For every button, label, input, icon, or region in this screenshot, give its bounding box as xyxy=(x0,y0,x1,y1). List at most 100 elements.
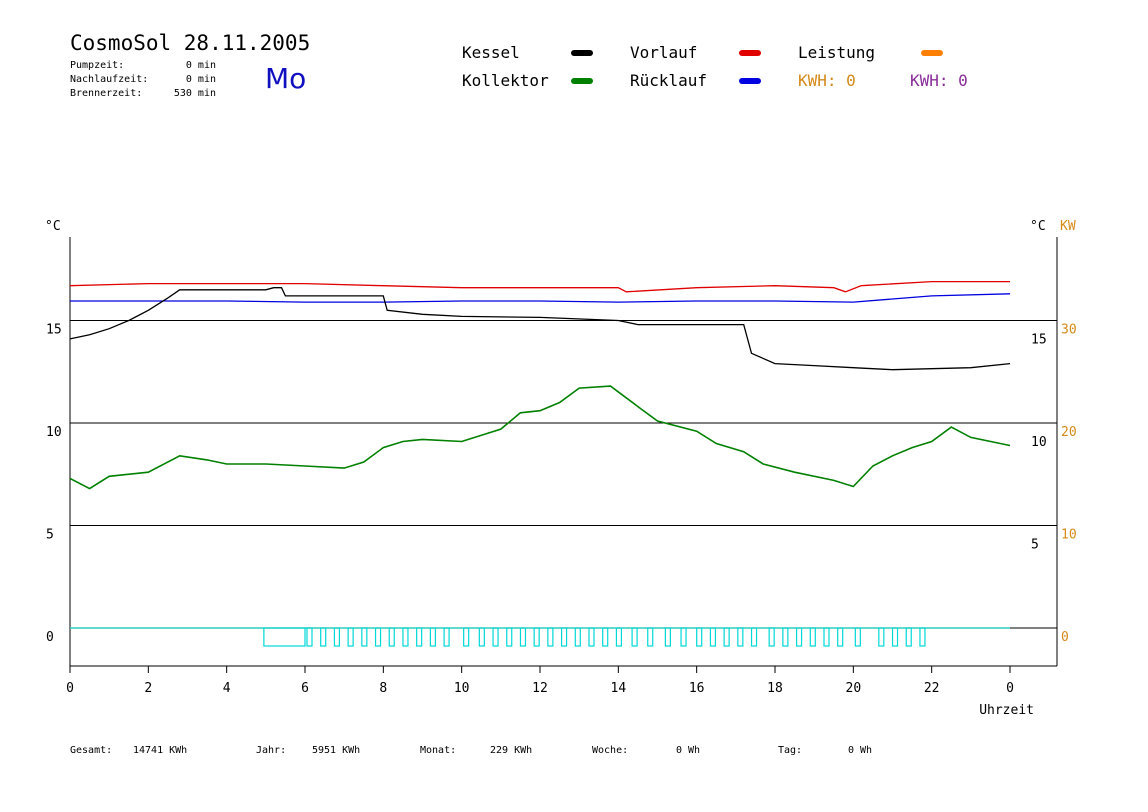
pump-pulse xyxy=(823,627,830,647)
x-axis-label: Uhrzeit xyxy=(979,703,1034,718)
legend-label-leistung: Leistung xyxy=(798,43,875,62)
pump-pulse xyxy=(737,627,744,647)
x-tick-label: 22 xyxy=(924,681,940,696)
x-tick-label: 18 xyxy=(767,681,783,696)
pump-pulse xyxy=(416,627,423,647)
gridlines xyxy=(70,320,1057,629)
legend-kwh-left: KWH: 0 xyxy=(798,71,856,90)
pump-time-label: Pumpzeit: xyxy=(70,60,124,71)
series-line-rcklauf xyxy=(70,293,1011,303)
pump-pulse xyxy=(374,627,382,647)
legend-kwh-right: KWH: 0 xyxy=(910,71,968,90)
overrun-time-value: 0 min xyxy=(186,74,216,85)
legend-label-vorlauf: Vorlauf xyxy=(630,43,697,62)
footer-year-label: Jahr: xyxy=(256,745,286,756)
pump-pulse xyxy=(696,627,703,647)
pump-pulse xyxy=(768,627,775,647)
pump-pulse xyxy=(837,627,844,647)
burner-time-label: Brennerzeit: xyxy=(70,88,142,99)
pump-pulse xyxy=(905,627,912,647)
pump-pulse xyxy=(463,627,470,647)
footer-week-value: 0 Wh xyxy=(676,745,700,756)
pump-pulse xyxy=(533,627,540,647)
pump-pulse xyxy=(615,627,623,647)
weekday-label: Mo xyxy=(265,62,306,95)
pump-pulse xyxy=(306,627,313,647)
y-tick-labels: 15 10 5 0 15 10 5 30 20 10 0 xyxy=(46,323,1077,646)
x-tick-label: 0 xyxy=(1006,681,1014,696)
pump-pulse xyxy=(402,627,409,647)
left-tick-label: 5 xyxy=(46,528,54,543)
x-tick-label: 4 xyxy=(223,681,231,696)
left-tick-label: 15 xyxy=(46,323,62,338)
x-tick-label: 0 xyxy=(66,681,74,696)
pump-pulse xyxy=(878,627,885,647)
pump-pulse xyxy=(891,627,899,647)
left-tick-label: 10 xyxy=(46,425,62,440)
x-tick-label: 8 xyxy=(379,681,387,696)
legend-label-kessel: Kessel xyxy=(462,43,520,62)
pump-pulse xyxy=(560,627,568,647)
right-inner-tick-label: 5 xyxy=(1031,538,1039,553)
burner-block xyxy=(263,627,306,647)
pump-pulse xyxy=(854,627,861,647)
pump-pulse xyxy=(429,627,436,647)
footer-month-value: 229 KWh xyxy=(490,745,532,756)
series-lines xyxy=(69,280,1011,629)
pump-pulse xyxy=(602,627,609,647)
pump-pulse xyxy=(709,627,717,647)
pump-pulse xyxy=(680,627,687,647)
chart-title: CosmoSol 28.11.2005 xyxy=(70,31,310,55)
x-tick-label: 20 xyxy=(846,681,862,696)
footer-year-value: 5951 KWh xyxy=(312,745,360,756)
pump-pulse xyxy=(664,627,671,647)
right-outer-tick-label: 20 xyxy=(1061,425,1077,440)
right-outer-tick-label: 30 xyxy=(1061,323,1077,338)
legend-label-ruecklauf: Rücklauf xyxy=(630,71,707,90)
legend-label-kollektor: Kollektor xyxy=(462,71,549,90)
pump-pulse xyxy=(347,627,354,647)
pump-pulse xyxy=(647,627,654,647)
left-tick-label: 0 xyxy=(46,630,54,645)
burner-time-value: 530 min xyxy=(174,88,216,99)
footer-week-label: Woche: xyxy=(592,745,628,756)
pump-pulse-marks xyxy=(263,627,926,647)
pump-pulse xyxy=(723,627,730,647)
right-inner-tick-label: 15 xyxy=(1031,333,1047,348)
x-tick-label: 6 xyxy=(301,681,309,696)
pump-pulse xyxy=(320,627,327,647)
pump-pulse xyxy=(443,627,450,647)
pump-pulse xyxy=(478,627,485,647)
pump-pulse xyxy=(919,627,926,647)
series-line-kessel xyxy=(69,287,1011,371)
pump-pulse xyxy=(782,627,789,647)
series-line-vorlauf xyxy=(69,280,1010,293)
right-axis-outer-unit: KW xyxy=(1060,219,1076,234)
pump-pulse xyxy=(361,627,368,647)
right-outer-tick-label: 0 xyxy=(1061,630,1069,645)
footer-day-value: 0 Wh xyxy=(848,745,872,756)
pump-pulse xyxy=(588,627,595,647)
footer-total-value: 14741 KWh xyxy=(133,745,187,756)
pump-pulse xyxy=(750,627,758,647)
pump-time-value: 0 min xyxy=(186,60,216,71)
right-axis-inner-unit: °C xyxy=(1030,219,1046,234)
x-tick-label: 14 xyxy=(611,681,627,696)
pump-pulse xyxy=(795,627,803,647)
pump-pulse xyxy=(492,627,499,647)
pump-pulse xyxy=(809,627,816,647)
overrun-time-label: Nachlaufzeit: xyxy=(70,74,148,85)
footer-total-label: Gesamt: xyxy=(70,745,112,756)
right-outer-tick-label: 10 xyxy=(1061,528,1077,543)
x-tick-label: 16 xyxy=(689,681,705,696)
right-inner-tick-label: 10 xyxy=(1031,435,1047,450)
pump-pulse xyxy=(574,627,581,647)
x-tick-labels: 0 2 4 6 8 10 12 14 16 18 20 22 0 xyxy=(66,666,1014,696)
x-tick-label: 2 xyxy=(144,681,152,696)
pump-pulse xyxy=(333,627,341,647)
footer-month-label: Monat: xyxy=(420,745,456,756)
left-axis-unit: °C xyxy=(45,219,61,234)
x-tick-label: 12 xyxy=(532,681,548,696)
pump-pulse xyxy=(519,627,527,647)
